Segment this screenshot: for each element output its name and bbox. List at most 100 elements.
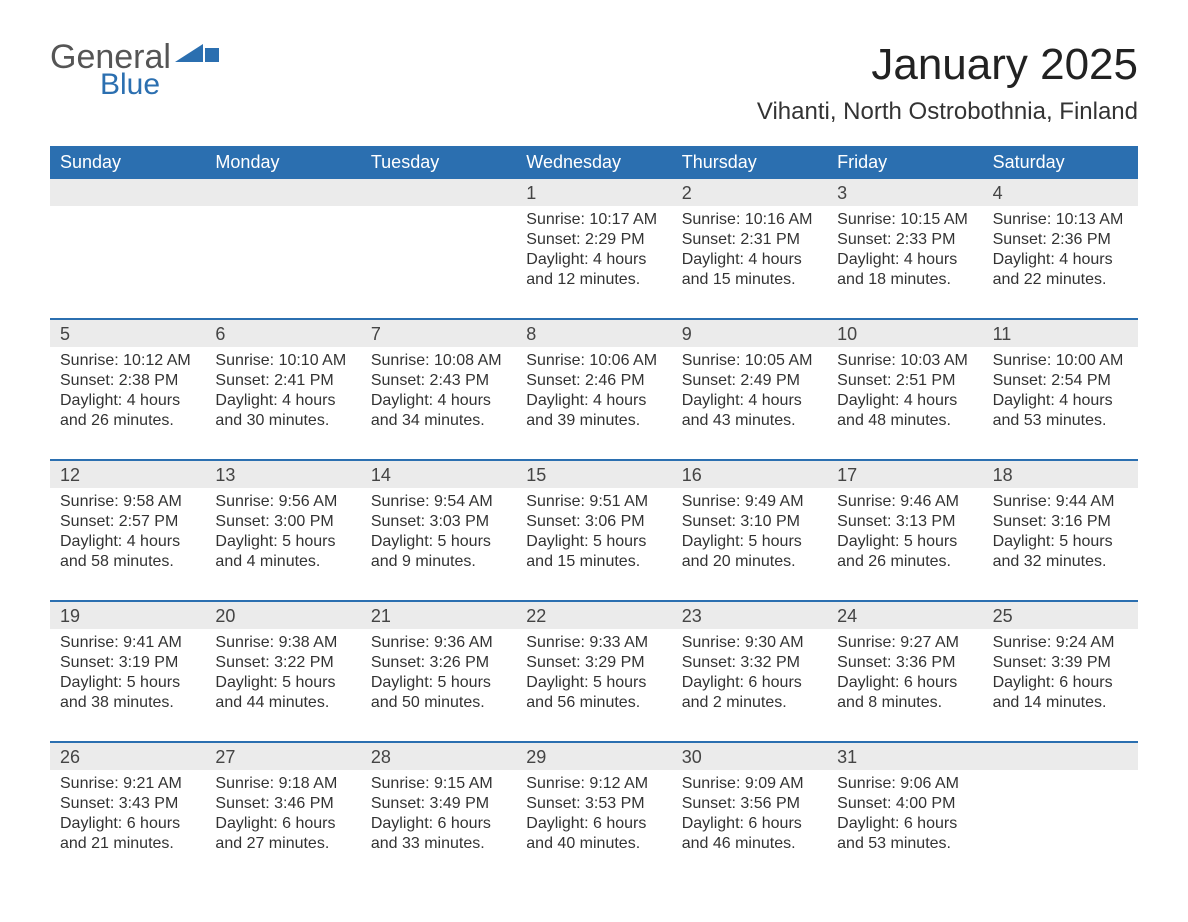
sunrise-text: Sunrise: 10:16 AM	[682, 210, 817, 230]
daylight-text: Daylight: 4 hours	[526, 391, 661, 411]
daylight-text: Daylight: 5 hours	[215, 532, 350, 552]
day-of-week-cell: Tuesday	[361, 146, 516, 179]
day-number: 24	[827, 602, 982, 629]
sunset-text: Sunset: 3:26 PM	[371, 653, 506, 673]
day-number: 13	[205, 461, 360, 488]
day-details: Sunrise: 10:05 AMSunset: 2:49 PMDaylight…	[672, 347, 827, 459]
sunrise-text: Sunrise: 9:51 AM	[526, 492, 661, 512]
sunrise-text: Sunrise: 9:58 AM	[60, 492, 195, 512]
day-number: 26	[50, 743, 205, 770]
daylight-text: and 27 minutes.	[215, 834, 350, 854]
day-details: Sunrise: 10:12 AMSunset: 2:38 PMDaylight…	[50, 347, 205, 459]
day-number: 6	[205, 320, 360, 347]
week-block: 262728293031Sunrise: 9:21 AMSunset: 3:43…	[50, 741, 1138, 882]
location: Vihanti, North Ostrobothnia, Finland	[757, 98, 1138, 126]
title-block: January 2025 Vihanti, North Ostrobothnia…	[757, 40, 1138, 126]
sunset-text: Sunset: 3:36 PM	[837, 653, 972, 673]
day-number: 1	[516, 179, 671, 206]
day-details	[361, 206, 516, 318]
day-of-week-cell: Wednesday	[516, 146, 671, 179]
day-number: 10	[827, 320, 982, 347]
sunrise-text: Sunrise: 9:38 AM	[215, 633, 350, 653]
daylight-text: Daylight: 4 hours	[993, 250, 1128, 270]
sunset-text: Sunset: 3:16 PM	[993, 512, 1128, 532]
daylight-text: and 48 minutes.	[837, 411, 972, 431]
daylight-text: and 4 minutes.	[215, 552, 350, 572]
day-details-row: Sunrise: 10:17 AMSunset: 2:29 PMDaylight…	[50, 206, 1138, 318]
daylight-text: and 50 minutes.	[371, 693, 506, 713]
sunset-text: Sunset: 3:53 PM	[526, 794, 661, 814]
sunset-text: Sunset: 3:22 PM	[215, 653, 350, 673]
daylight-text: and 39 minutes.	[526, 411, 661, 431]
daylight-text: and 15 minutes.	[682, 270, 817, 290]
day-details-row: Sunrise: 9:21 AMSunset: 3:43 PMDaylight:…	[50, 770, 1138, 882]
day-number: 23	[672, 602, 827, 629]
sunrise-text: Sunrise: 9:36 AM	[371, 633, 506, 653]
daylight-text: Daylight: 4 hours	[526, 250, 661, 270]
day-details: Sunrise: 10:00 AMSunset: 2:54 PMDaylight…	[983, 347, 1138, 459]
sunrise-text: Sunrise: 10:12 AM	[60, 351, 195, 371]
day-number	[361, 179, 516, 206]
sunset-text: Sunset: 2:31 PM	[682, 230, 817, 250]
month-title: January 2025	[757, 40, 1138, 90]
day-details: Sunrise: 10:16 AMSunset: 2:31 PMDaylight…	[672, 206, 827, 318]
daylight-text: and 46 minutes.	[682, 834, 817, 854]
day-details	[50, 206, 205, 318]
sunset-text: Sunset: 3:32 PM	[682, 653, 817, 673]
daylight-text: Daylight: 4 hours	[837, 250, 972, 270]
day-details-row: Sunrise: 9:58 AMSunset: 2:57 PM Daylight:…	[50, 488, 1138, 600]
day-number-row: 12131415161718	[50, 459, 1138, 488]
day-details: Sunrise: 9:56 AMSunset: 3:00 PMDaylight:…	[205, 488, 360, 600]
day-number: 9	[672, 320, 827, 347]
day-details: Sunrise: 9:49 AMSunset: 3:10 PMDaylight:…	[672, 488, 827, 600]
daylight-text: Daylight: 4 hours	[993, 391, 1128, 411]
day-number: 27	[205, 743, 360, 770]
day-number: 28	[361, 743, 516, 770]
day-details: Sunrise: 10:17 AMSunset: 2:29 PMDaylight…	[516, 206, 671, 318]
day-number: 12	[50, 461, 205, 488]
sunset-text: Sunset: 3:06 PM	[526, 512, 661, 532]
day-details: Sunrise: 9:46 AMSunset: 3:13 PMDaylight:…	[827, 488, 982, 600]
week-block: 19202122232425Sunrise: 9:41 AMSunset: 3:…	[50, 600, 1138, 741]
sunset-text: Sunset: 2:36 PM	[993, 230, 1128, 250]
daylight-text: Daylight: 5 hours	[993, 532, 1128, 552]
daylight-text: and 58 minutes.	[60, 552, 195, 572]
sunrise-text: Sunrise: 10:17 AM	[526, 210, 661, 230]
sunset-text: Sunset: 3:13 PM	[837, 512, 972, 532]
sunset-text: Sunset: 2:33 PM	[837, 230, 972, 250]
daylight-text: Daylight: 6 hours	[993, 673, 1128, 693]
day-details-row: Sunrise: 10:12 AMSunset: 2:38 PMDaylight…	[50, 347, 1138, 459]
day-number: 14	[361, 461, 516, 488]
day-details: Sunrise: 9:15 AMSunset: 3:49 PMDaylight:…	[361, 770, 516, 882]
sunset-text: Sunset: 3:29 PM	[526, 653, 661, 673]
day-number	[50, 179, 205, 206]
logo: General Blue	[50, 40, 219, 100]
day-details: Sunrise: 9:06 AMSunset: 4:00 PMDaylight:…	[827, 770, 982, 882]
day-number: 22	[516, 602, 671, 629]
day-number-row: 19202122232425	[50, 600, 1138, 629]
weeks-container: 1234Sunrise: 10:17 AMSunset: 2:29 PMDayl…	[50, 179, 1138, 882]
day-number: 11	[983, 320, 1138, 347]
daylight-text: Daylight: 6 hours	[682, 673, 817, 693]
calendar: SundayMondayTuesdayWednesdayThursdayFrid…	[50, 146, 1138, 882]
sunrise-text: Sunrise: 10:15 AM	[837, 210, 972, 230]
day-details: Sunrise: 10:03 AMSunset: 2:51 PMDaylight…	[827, 347, 982, 459]
sunset-text: Sunset: 3:43 PM	[60, 794, 195, 814]
daylight-text: and 15 minutes.	[526, 552, 661, 572]
daylight-text: Daylight: 4 hours	[682, 391, 817, 411]
daylight-text: Daylight: 6 hours	[837, 673, 972, 693]
day-details	[983, 770, 1138, 882]
sunrise-text: Sunrise: 9:56 AM	[215, 492, 350, 512]
day-details: Sunrise: 10:08 AMSunset: 2:43 PMDaylight…	[361, 347, 516, 459]
day-details: Sunrise: 9:33 AMSunset: 3:29 PMDaylight:…	[516, 629, 671, 741]
daylight-text: and 26 minutes.	[837, 552, 972, 572]
daylight-text: and 56 minutes.	[526, 693, 661, 713]
sunset-text: Sunset: 3:46 PM	[215, 794, 350, 814]
daylight-text: Daylight: 4 hours	[371, 391, 506, 411]
day-details: Sunrise: 10:10 AMSunset: 2:41 PMDaylight…	[205, 347, 360, 459]
daylight-text: Daylight: 6 hours	[215, 814, 350, 834]
day-details-row: Sunrise: 9:41 AMSunset: 3:19 PMDaylight:…	[50, 629, 1138, 741]
sunset-text: Sunset: 2:57 PM	[60, 512, 195, 532]
day-details: Sunrise: 9:24 AMSunset: 3:39 PMDaylight:…	[983, 629, 1138, 741]
daylight-text: Daylight: 5 hours	[682, 532, 817, 552]
